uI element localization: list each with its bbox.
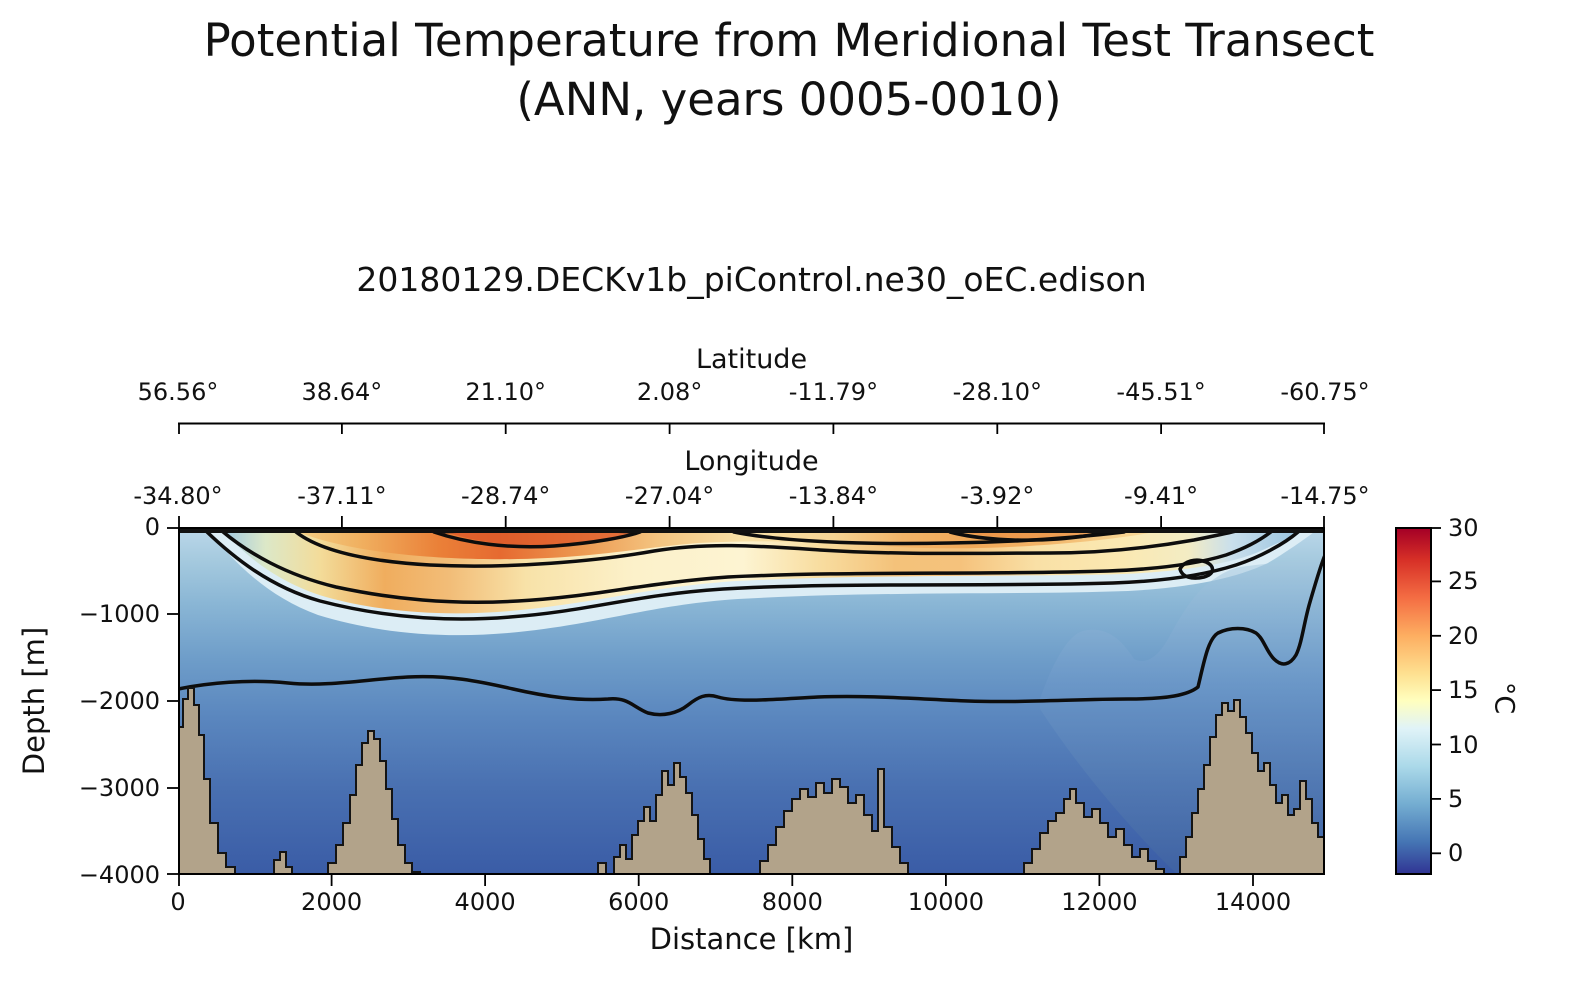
isotherm-contours xyxy=(178,528,1325,717)
run-subtitle: 20180129.DECKv1b_piControl.ne30_oEC.edis… xyxy=(356,260,1147,299)
figure-title-line1: Potential Temperature from Meridional Te… xyxy=(203,14,1375,67)
cb-tick-label: 0 xyxy=(1448,839,1464,868)
temperature-transect-plot xyxy=(178,527,1325,875)
figure-title: Potential Temperature from Meridional Te… xyxy=(0,12,1578,129)
lon-tick-label: -13.84° xyxy=(788,482,879,510)
x-tick-label: 2000 xyxy=(301,888,363,916)
distance-axis-title: Distance [km] xyxy=(649,922,854,956)
colorbar xyxy=(1395,527,1432,875)
figure-title-line2: (ANN, years 0005-0010) xyxy=(516,72,1062,126)
x-tick-label: 4000 xyxy=(454,888,516,916)
x-tick-label: 12000 xyxy=(1061,888,1138,916)
lon-tick-label: -34.80° xyxy=(133,482,223,510)
lon-tick-label: -14.75° xyxy=(1280,482,1370,510)
y-tick-label: −3000 xyxy=(78,774,160,802)
latitude-axis-title: Latitude xyxy=(695,344,808,375)
surface-line xyxy=(178,527,1325,533)
y-tick-label: −4000 xyxy=(78,861,160,889)
cb-tick-label: 30 xyxy=(1448,514,1479,542)
cb-tick-label: 10 xyxy=(1448,730,1479,759)
x-tick-label: 10000 xyxy=(907,888,985,916)
bathymetry xyxy=(178,687,1325,875)
longitude-tick-marks xyxy=(178,516,1325,527)
x-tick-label: 0 xyxy=(170,888,186,916)
depth-axis-title: Depth [m] xyxy=(17,626,51,776)
lat-tick-label: 56.56° xyxy=(137,378,219,406)
y-tick-label: −2000 xyxy=(78,687,160,715)
lon-tick-label: -3.92° xyxy=(960,482,1035,510)
cb-tick-label: 20 xyxy=(1448,621,1479,650)
plot-border xyxy=(178,527,1325,875)
latitude-axis-line xyxy=(178,422,1325,434)
y-tick-label: 0 xyxy=(144,513,160,541)
lat-tick-label: -28.10° xyxy=(952,378,1042,406)
depth-tick-marks xyxy=(167,527,178,875)
lon-tick-label: -37.11° xyxy=(297,482,387,510)
lon-tick-label: -27.04° xyxy=(624,482,715,510)
x-tick-label: 14000 xyxy=(1214,888,1292,916)
distance-tick-marks xyxy=(178,875,1254,886)
colorbar-unit-label: °C xyxy=(1488,681,1520,715)
lat-tick-label: 2.08° xyxy=(636,378,703,406)
y-tick-label: −1000 xyxy=(78,600,160,628)
lat-tick-label: -11.79° xyxy=(788,378,879,406)
lat-tick-label: -60.75° xyxy=(1280,378,1370,406)
lat-tick-label: 21.10° xyxy=(465,378,547,406)
lon-tick-label: -9.41° xyxy=(1124,482,1199,510)
cb-tick-label: 15 xyxy=(1448,676,1479,705)
lat-tick-label: -45.51° xyxy=(1116,378,1206,406)
longitude-axis-title: Longitude xyxy=(684,446,819,477)
cb-tick-label: 25 xyxy=(1448,567,1479,596)
lon-tick-label: -28.74° xyxy=(461,482,551,510)
colorbar-tick-marks xyxy=(1432,527,1441,855)
x-tick-label: 6000 xyxy=(608,888,670,916)
lat-tick-label: 38.64° xyxy=(301,378,383,406)
x-tick-label: 8000 xyxy=(761,888,823,916)
cb-tick-label: 5 xyxy=(1448,784,1464,813)
